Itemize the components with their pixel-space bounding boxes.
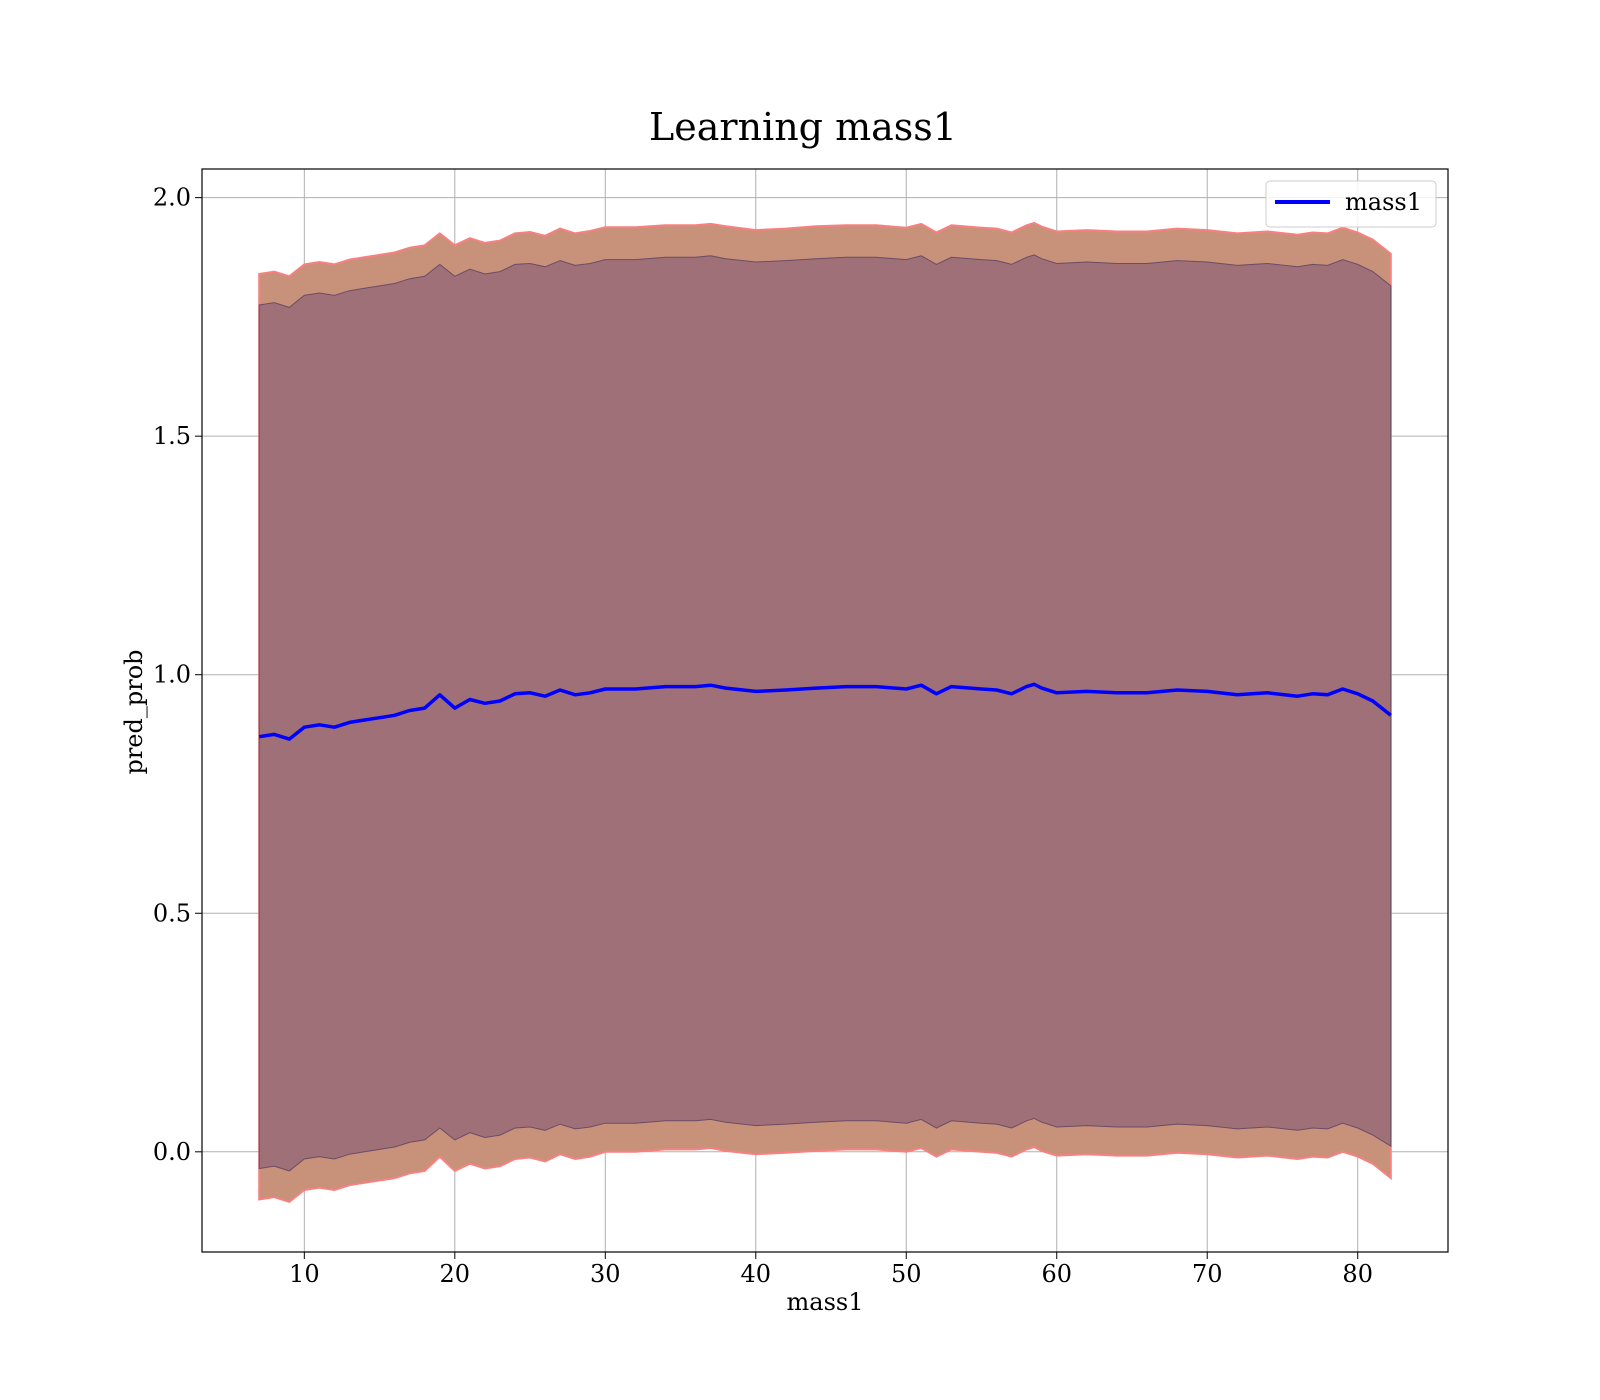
x-tick-label: 80 xyxy=(1342,1260,1373,1288)
x-tick-label: 30 xyxy=(590,1260,621,1288)
x-axis-ticks: 10 20 30 40 50 60 70 80 xyxy=(289,1252,1373,1288)
legend-box xyxy=(1265,180,1437,228)
legend: mass1 xyxy=(1265,180,1437,228)
x-tick-label: 60 xyxy=(1041,1260,1072,1288)
series-lines xyxy=(258,682,1392,741)
y-tick-label: 0.5 xyxy=(153,899,191,927)
x-tick-label: 50 xyxy=(891,1260,922,1288)
y-tick-label: 1.0 xyxy=(153,661,191,689)
inner-band xyxy=(258,254,1392,1172)
x-tick-label: 40 xyxy=(741,1260,772,1288)
plot-frame xyxy=(201,168,1449,1253)
series-line-mass1 xyxy=(258,682,1392,741)
y-axis-label: pred_prob xyxy=(120,649,148,774)
x-tick-label: 70 xyxy=(1192,1260,1223,1288)
chart-title: Learning mass1 xyxy=(649,105,957,149)
y-tick-label: 2.0 xyxy=(153,184,191,212)
x-tick-label: 10 xyxy=(289,1260,320,1288)
legend-label: mass1 xyxy=(1345,188,1422,216)
confidence-bands xyxy=(258,221,1392,1204)
x-tick-label: 20 xyxy=(440,1260,471,1288)
y-axis-ticks: 0.0 0.5 1.0 1.5 2.0 xyxy=(153,184,202,1166)
y-tick-label: 0.0 xyxy=(153,1138,191,1166)
y-tick-label: 1.5 xyxy=(153,422,191,450)
x-axis-label: mass1 xyxy=(787,1288,864,1316)
